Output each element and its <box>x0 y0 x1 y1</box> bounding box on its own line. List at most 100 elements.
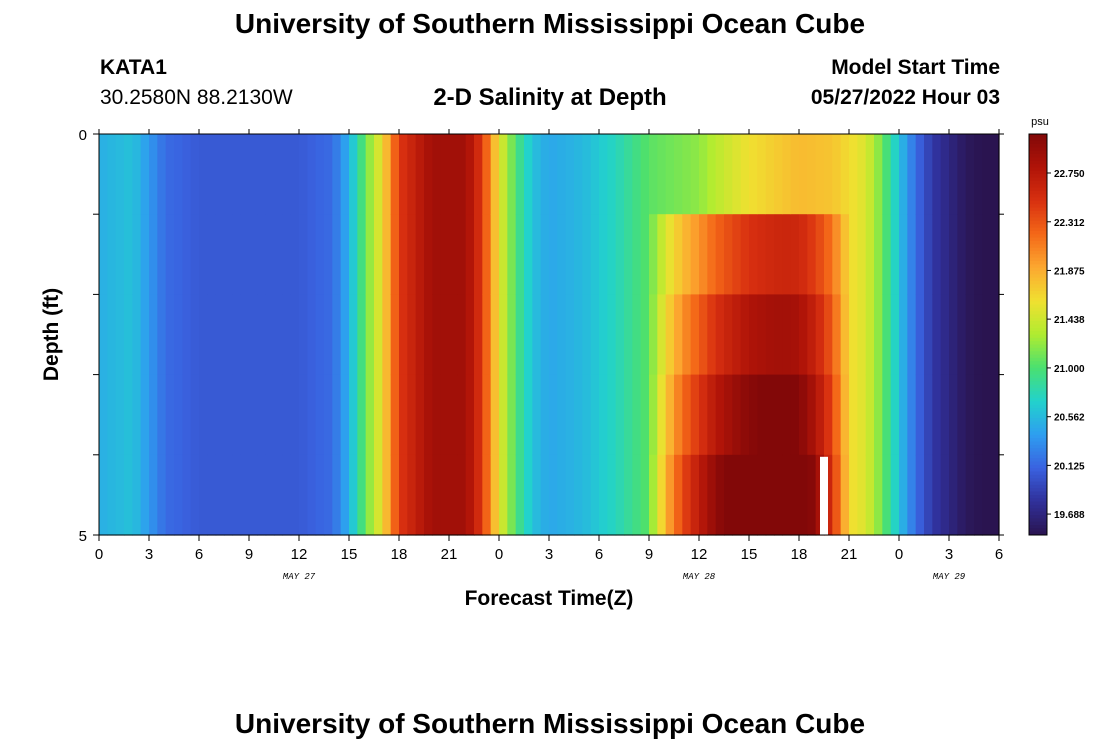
colorbar-segment <box>1029 371 1047 376</box>
heatmap-cell <box>274 214 283 295</box>
heatmap-cell <box>99 294 108 376</box>
heatmap-cell <box>890 134 900 215</box>
heatmap-cell <box>590 214 600 295</box>
heatmap-cell <box>632 374 642 456</box>
heatmap-cell <box>857 294 867 376</box>
heatmap-cell <box>557 454 567 536</box>
heatmap-cell <box>540 214 550 295</box>
heatmap-cell <box>274 294 283 376</box>
heatmap-cell <box>324 374 333 456</box>
heatmap-cell <box>649 294 658 376</box>
y-tick-label: 5 <box>79 528 87 545</box>
heatmap-cell <box>982 134 992 215</box>
colorbar-segment <box>1029 394 1047 399</box>
heatmap-cell <box>132 134 142 215</box>
heatmap-cell <box>532 294 542 376</box>
colorbar-segment <box>1029 217 1047 222</box>
heatmap-cell <box>449 374 458 456</box>
heatmap-cell <box>107 374 117 456</box>
heatmap-cell <box>249 374 258 456</box>
colorbar-segment <box>1029 147 1047 152</box>
heatmap-cell <box>924 134 933 215</box>
heatmap-cell <box>715 134 725 215</box>
heatmap-cell <box>632 134 642 215</box>
heatmap-cell <box>965 214 975 295</box>
colorbar-segment <box>1029 134 1047 138</box>
heatmap-cell <box>382 214 392 295</box>
heatmap-cell <box>215 454 225 536</box>
date-label: MAY 29 <box>933 572 966 582</box>
heatmap-cell <box>224 214 233 295</box>
heatmap-cell <box>440 374 450 456</box>
heatmap-cell <box>207 454 217 536</box>
colorbar-segment <box>1029 224 1047 229</box>
heatmap-cell <box>399 294 408 376</box>
heatmap-cell <box>465 294 475 376</box>
colorbar-segment <box>1029 187 1047 192</box>
heatmap-cell <box>749 374 758 456</box>
heatmap-cell <box>515 134 525 215</box>
colorbar-segment <box>1029 234 1047 239</box>
colorbar-segment <box>1029 271 1047 275</box>
colorbar-segment <box>1029 144 1047 148</box>
heatmap-cell <box>440 214 450 295</box>
heatmap-cell <box>382 454 392 536</box>
station-coordinates: 30.2580N 88.2130W <box>100 86 293 109</box>
heatmap-cell <box>699 454 708 536</box>
colorbar-segment <box>1029 428 1047 432</box>
colorbar-segment <box>1029 387 1047 392</box>
heatmap-cell <box>349 134 358 215</box>
heatmap-cell <box>724 294 733 376</box>
heatmap-cell <box>782 374 792 456</box>
heatmap-cell <box>765 454 775 536</box>
colorbar-segment <box>1029 504 1047 509</box>
heatmap-cell <box>740 214 750 295</box>
heatmap-cell <box>440 454 450 536</box>
heatmap-cell <box>882 134 892 215</box>
heatmap-cell <box>432 454 442 536</box>
heatmap-cell <box>940 134 950 215</box>
heatmap-cell <box>190 214 200 295</box>
x-tick-label: 9 <box>645 546 653 563</box>
colorbar-segment <box>1029 397 1047 402</box>
heatmap-cell <box>215 294 225 376</box>
heatmap-cell <box>457 374 467 456</box>
heatmap-cell <box>482 134 492 215</box>
colorbar-segment <box>1029 324 1047 329</box>
heatmap-cell <box>507 134 517 215</box>
heatmap-cell <box>582 214 592 295</box>
heatmap-cell <box>724 454 733 536</box>
heatmap-cell <box>165 214 175 295</box>
heatmap-cell <box>632 294 642 376</box>
heatmap-cell <box>165 454 175 536</box>
heatmap-cell <box>849 374 858 456</box>
heatmap-cell <box>324 294 333 376</box>
heatmap-cell <box>407 374 417 456</box>
x-tick-label: 15 <box>341 546 358 563</box>
heatmap-cell <box>940 374 950 456</box>
colorbar-segment <box>1029 471 1047 476</box>
heatmap-cell <box>132 454 142 536</box>
heatmap-cell <box>990 214 1000 295</box>
heatmap-cell <box>599 134 608 215</box>
heatmap-cell <box>665 374 675 456</box>
heatmap-cell <box>674 294 683 376</box>
heatmap-cell <box>840 454 850 536</box>
heatmap-cell <box>374 374 383 456</box>
heatmap-cell <box>382 134 392 215</box>
heatmap-cell <box>932 214 942 295</box>
heatmap-cell <box>549 134 558 215</box>
heatmap-cell <box>257 374 267 456</box>
heatmap-cell <box>274 454 283 536</box>
heatmap-cell <box>149 134 158 215</box>
colorbar-segment <box>1029 194 1047 198</box>
colorbar-segment <box>1029 257 1047 262</box>
heatmap-cell <box>665 214 675 295</box>
colorbar-segment <box>1029 444 1047 449</box>
heatmap-cell <box>124 214 133 295</box>
heatmap-cell <box>982 374 992 456</box>
heatmap-cell <box>815 294 825 376</box>
heatmap-cell <box>890 214 900 295</box>
heatmap-cell <box>590 134 600 215</box>
heatmap-cell <box>549 454 558 536</box>
